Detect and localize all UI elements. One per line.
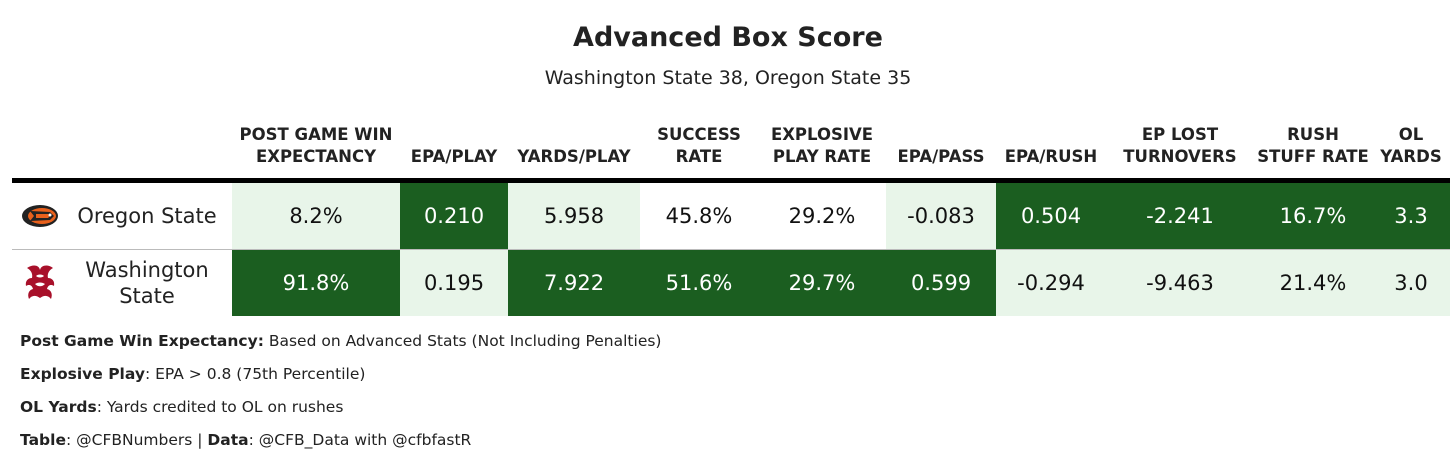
cell-ol-yards: 3.3 (1372, 180, 1450, 250)
cell-yards-play: 5.958 (508, 180, 640, 250)
box-score-table: POST GAME WIN EXPECTANCY EPA/PLAY YARDS/… (12, 112, 1450, 316)
cell-epa-play: 0.210 (400, 180, 508, 250)
footnote-label: Explosive Play (20, 365, 145, 383)
col-header-ep-lost-turnovers: EP LOST TURNOVERS (1106, 112, 1254, 183)
team-column-header (12, 112, 232, 183)
col-header-rush-stuff-rate: RUSH STUFF RATE (1254, 112, 1372, 183)
cell-rush-stuff-rate: 21.4% (1254, 249, 1372, 316)
cell-epa-pass: -0.083 (886, 180, 996, 250)
cell-rush-stuff-rate: 16.7% (1254, 180, 1372, 250)
team-name: Oregon State (77, 204, 217, 228)
cell-yards-play: 7.922 (508, 249, 640, 316)
cell-epa-rush: 0.504 (996, 180, 1106, 250)
cell-win-expectancy: 8.2% (232, 180, 400, 250)
footnote-ol-yards: OL Yards: Yards credited to OL on rushes (20, 398, 343, 416)
table-row-oregon-state: Oregon State 8.2% 0.210 5.958 45.8% 29.2… (12, 180, 1450, 250)
table-row-washington-state: Washington State 91.8% 0.195 7.922 51.6%… (12, 249, 1450, 317)
cell-ep-lost-turnovers: -2.241 (1106, 180, 1254, 250)
col-header-success-rate: SUCCESS RATE (640, 112, 758, 183)
cell-explosive-play-rate: 29.7% (758, 249, 886, 316)
header-row: POST GAME WIN EXPECTANCY EPA/PLAY YARDS/… (12, 112, 1450, 183)
footnote-label: Post Game Win Expectancy: (20, 332, 264, 350)
col-header-explosive-play-rate: EXPLOSIVE PLAY RATE (758, 112, 886, 183)
footnote-explosive-play: Explosive Play: EPA > 0.8 (75th Percenti… (20, 365, 365, 383)
beaver-logo-icon (18, 203, 62, 229)
team-cell: Washington State (12, 250, 232, 317)
cell-explosive-play-rate: 29.2% (758, 180, 886, 250)
footnote-label: OL Yards (20, 398, 97, 416)
chart-title: Advanced Box Score (573, 22, 883, 53)
cell-epa-rush: -0.294 (996, 249, 1106, 316)
credits-table-text: : @CFBNumbers | (65, 431, 208, 449)
credits-line: Table: @CFBNumbers | Data: @CFB_Data wit… (20, 431, 471, 449)
team-cell: Oregon State (12, 180, 232, 250)
col-header-epa-play: EPA/PLAY (400, 112, 508, 183)
cell-win-expectancy: 91.8% (232, 249, 400, 316)
cell-success-rate: 45.8% (640, 180, 758, 250)
col-header-epa-rush: EPA/RUSH (996, 112, 1106, 183)
col-header-yards-play: YARDS/PLAY (508, 112, 640, 183)
footnote-text: : EPA > 0.8 (75th Percentile) (144, 365, 366, 383)
footnote-text: Based on Advanced Stats (Not Including P… (263, 332, 662, 350)
col-header-win-expectancy: POST GAME WIN EXPECTANCY (232, 112, 400, 183)
credits-table-label: Table (20, 431, 66, 449)
cell-ol-yards: 3.0 (1372, 249, 1450, 316)
cougar-logo-icon (18, 262, 62, 304)
footnote-text: : Yards credited to OL on rushes (96, 398, 344, 416)
team-name: Washington State (85, 258, 209, 308)
cell-success-rate: 51.6% (640, 249, 758, 316)
cell-epa-pass: 0.599 (886, 249, 996, 316)
credits-data-text: : @CFB_Data with @cfbfastR (248, 431, 472, 449)
credits-data-label: Data (207, 431, 249, 449)
footnote-win-expectancy: Post Game Win Expectancy: Based on Advan… (20, 332, 661, 350)
col-header-ol-yards: OL YARDS (1372, 112, 1450, 183)
col-header-epa-pass: EPA/PASS (886, 112, 996, 183)
cell-ep-lost-turnovers: -9.463 (1106, 249, 1254, 316)
cell-epa-play: 0.195 (400, 249, 508, 316)
chart-subtitle: Washington State 38, Oregon State 35 (544, 67, 912, 89)
